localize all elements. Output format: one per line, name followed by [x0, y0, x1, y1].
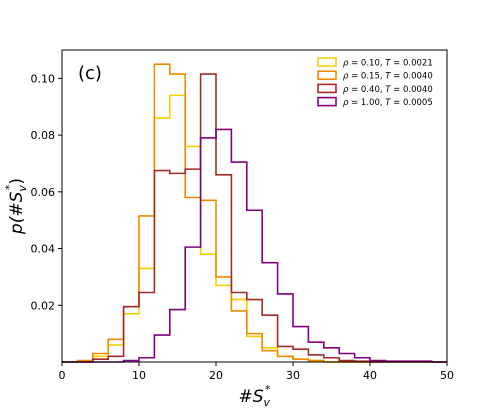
series-line-0	[62, 94, 447, 363]
legend-label-2: ρ = 0.40, T = 0.0040	[343, 85, 433, 95]
legend-label-3: ρ = 1.00, T = 0.0005	[343, 98, 433, 108]
y-axis-title-sub: v	[16, 185, 29, 192]
y-tick-label-0: 0.02	[31, 299, 56, 312]
y-tick-label-4: 0.10	[31, 72, 56, 85]
plot-frame	[61, 49, 448, 363]
ticks-layer: 0 10 20 30 40 50 0.02 0.04 0.06 0.08 0.10	[31, 72, 455, 382]
x-tick-label-3: 30	[286, 369, 300, 382]
y-axis-title-sup: *	[3, 184, 16, 190]
y-axis-title: p(#Sv*)	[3, 178, 29, 235]
x-axis-title: #Sv*	[238, 383, 271, 409]
legend: ρ = 0.10, T = 0.0021 ρ = 0.15, T = 0.0040…	[317, 57, 433, 108]
x-axis-title-base: #S	[238, 387, 263, 407]
legend-swatch-2	[317, 83, 337, 94]
legend-swatch-3	[317, 96, 337, 107]
legend-label-0: ρ = 0.10, T = 0.0021	[343, 59, 433, 69]
y-tick-label-3: 0.08	[31, 129, 56, 142]
y-tick-label-2: 0.06	[31, 186, 56, 199]
series-line-3	[62, 128, 447, 363]
x-tick-label-5: 50	[440, 369, 454, 382]
x-tick-label-1: 10	[132, 369, 146, 382]
y-tick-label-1: 0.04	[31, 243, 56, 256]
legend-swatch-1	[317, 70, 337, 80]
x-axis-title-sup: *	[265, 383, 271, 396]
x-tick-label-4: 40	[363, 369, 377, 382]
series-line-2	[62, 73, 447, 363]
legend-label-1: ρ = 0.15, T = 0.0040	[343, 72, 433, 82]
x-tick-label-2: 20	[209, 369, 223, 382]
x-axis-title-sub: v	[264, 396, 271, 409]
series-layer	[62, 63, 447, 363]
legend-swatch-0	[317, 57, 337, 67]
y-axis-title-close: )	[7, 178, 27, 185]
panel-label: (c)	[78, 63, 102, 84]
y-axis-title-base: p(#S	[7, 191, 27, 235]
x-tick-label-0: 0	[59, 369, 66, 382]
series-line-1	[62, 63, 447, 363]
